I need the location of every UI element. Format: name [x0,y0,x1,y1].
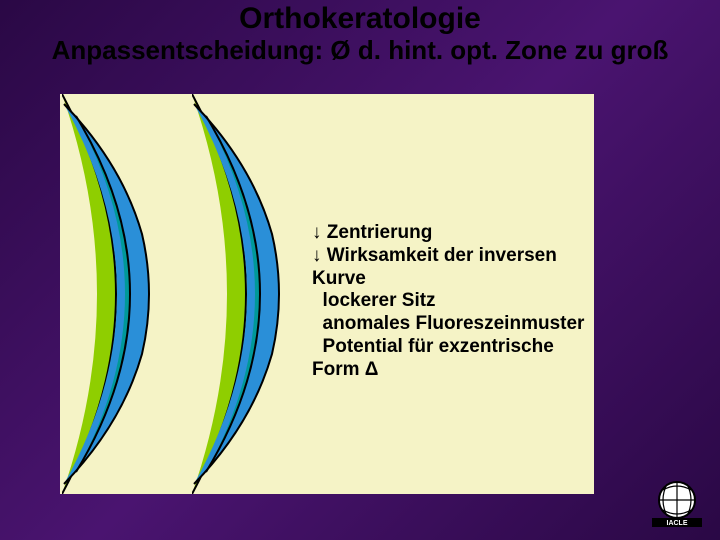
iacle-logo-icon: IACLE [650,480,704,528]
bullet-list: ↓ Zentrierung ↓ Wirksamkeit der inversen… [312,222,584,382]
bullet-item: ↓ Wirksamkeit der inversen [312,245,584,268]
logo-label: IACLE [667,520,688,527]
bullet-item: Form Δ [312,359,584,382]
bullet-item: Kurve [312,268,584,291]
lens-diagram-2 [192,94,322,494]
bullet-item: ↓ Zentrierung [312,222,584,245]
lens-diagram-1 [62,94,192,494]
bullet-item: anomales Fluoreszeinmuster [312,313,584,336]
page-subtitle: Anpassentscheidung: Ø d. hint. opt. Zone… [0,36,720,66]
bullet-item: lockerer Sitz [312,290,584,313]
slide: Orthokeratologie Anpassentscheidung: Ø d… [0,0,720,540]
page-title: Orthokeratologie [0,0,720,36]
bullet-item: Potential für exzentrische [312,336,584,359]
